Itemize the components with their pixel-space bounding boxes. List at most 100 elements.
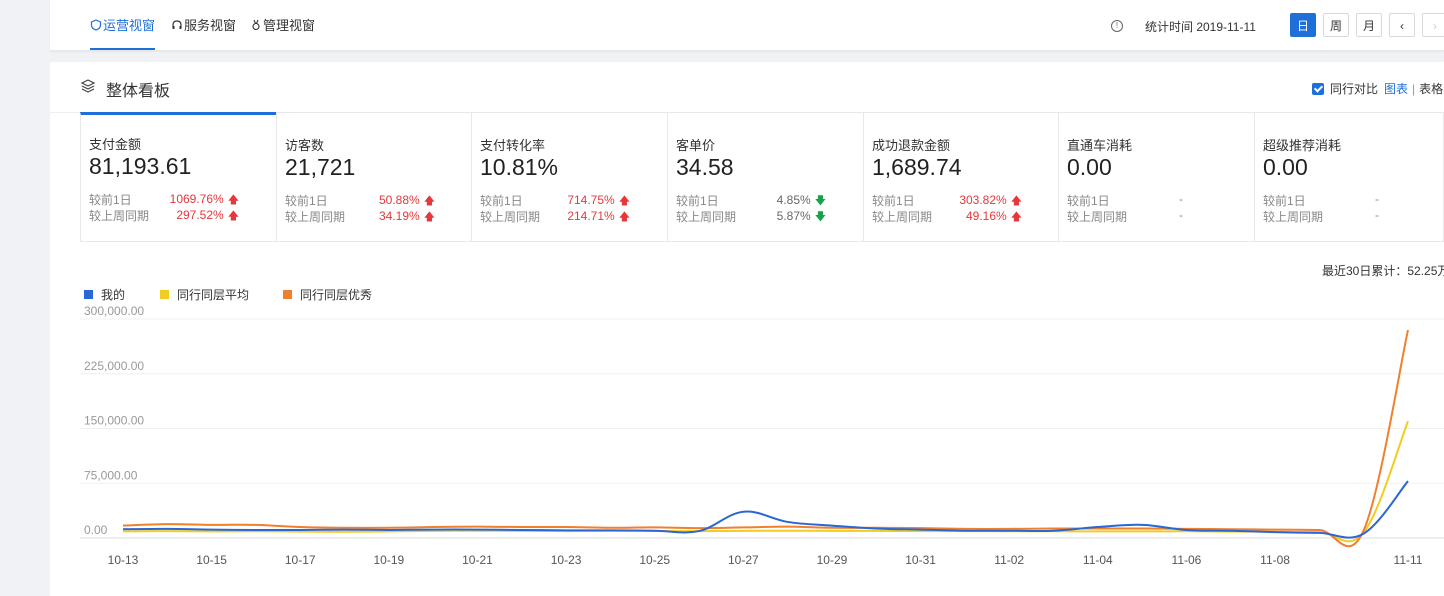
metric-card[interactable]: 支付金额 81,193.61 较前1日 1069.76% 🡅 较上周同期 297.52% 🡅 [80,112,277,242]
compare-label: 较前1日 [676,194,719,208]
tab-management[interactable]: 管理视窗 [250,0,315,50]
cumulative-total: 最近30日累计：52.25万 [1322,264,1444,278]
stat-time: 统计时间 2019-11-11 [1145,20,1256,34]
x-tick-label: 10-31 [905,553,936,567]
period-month-button[interactable]: 月 [1356,13,1382,37]
arrow-up-icon: 🡅 [618,195,630,207]
compare-label: 较前1日 [480,194,523,208]
legend-label: 同行同层平均 [177,288,250,302]
x-tick-label: 10-19 [374,553,405,567]
metric-card[interactable]: 直通车消耗 0.00 较前1日 - 较上周同期 - [1058,112,1255,242]
metric-value: 1,689.74 [872,154,962,180]
compare-label: 较前1日 [872,194,915,208]
tab-label: 运营视窗 [103,18,156,33]
x-tick-label: 10-15 [196,553,227,567]
next-date-button[interactable]: › [1422,13,1444,37]
x-tick-label: 10-27 [728,553,759,567]
prev-date-button[interactable]: ‹ [1389,13,1415,37]
x-tick-label: 11-06 [1172,553,1202,567]
x-tick-label: 11-08 [1260,553,1290,567]
compare-percent: 714.75% 🡅 [567,192,630,211]
series-line-0[interactable] [122,480,1409,539]
compare-value: 49.16% [965,209,1007,223]
compare-percent: 49.16% 🡅 [966,208,1022,227]
arrow-up-icon: 🡅 [423,195,435,207]
compare-label: 较上周同期 [285,210,346,224]
compare-value: 303.82% [959,193,1007,207]
compare-value: 214.71% [567,209,615,223]
headset-icon [172,20,182,29]
peer-compare-checkbox[interactable] [1312,83,1324,95]
compare-percent: 297.52% 🡅 [176,207,239,226]
view-chart-link[interactable]: 图表 [1384,82,1409,96]
metric-compare-row: 较上周同期 34.19% 🡅 [285,208,435,225]
compare-percent: 34.19% 🡅 [379,208,435,227]
metric-card[interactable]: 访客数 21,721 较前1日 50.88% 🡅 较上周同期 34.19% 🡅 [276,112,473,242]
metric-compare-row: 较前1日 1069.76% 🡅 [89,191,239,208]
arrow-up-icon: 🡅 [1010,211,1022,223]
metric-card[interactable]: 成功退款金额 1,689.74 较前1日 303.82% 🡅 较上周同期 49.16% 🡅 [863,112,1060,242]
metric-card[interactable]: 客单价 34.58 较前1日 4.85% 🡇 较上周同期 5.87% 🡇 [667,112,864,242]
tab-operations[interactable]: 运营视窗 [90,0,156,50]
compare-label: 较上周同期 [480,210,541,224]
metric-compare-row: 较前1日 303.82% 🡅 [872,192,1022,209]
period-week-button[interactable]: 周 [1323,13,1349,37]
view-table-link[interactable]: 表格 [1419,82,1444,96]
view-separator: | [1412,82,1416,96]
compare-value: 297.52% [176,208,224,222]
compare-value: 50.88% [378,193,420,207]
period-day-button[interactable]: 日 [1290,13,1316,37]
compare-percent: 50.88% 🡅 [379,192,435,211]
y-tick-label: 0.00 [84,523,108,537]
legend-item-peer-excellent[interactable]: 同行同层优秀 [283,286,372,303]
compare-label: 较上周同期 [1067,210,1128,224]
metric-title: 客单价 [676,138,716,153]
metric-card[interactable]: 超级推荐消耗 0.00 较前1日 - 较上周同期 - [1254,112,1444,242]
legend-swatch [84,290,93,299]
series-line-2[interactable] [122,329,1409,548]
compare-percent: 303.82% 🡅 [959,192,1022,211]
metric-card[interactable]: 支付转化率 10.81% 较前1日 714.75% 🡅 较上周同期 214.71% 🡅 [471,112,668,242]
metric-value: 10.81% [480,154,559,180]
metric-compare-row: 较上周同期 - [1067,208,1217,225]
arrow-up-icon: 🡅 [618,211,630,223]
metric-compare-row: 较上周同期 5.87% 🡇 [676,208,826,225]
info-icon[interactable]: ! [1111,20,1123,32]
compare-label: 较上周同期 [1263,210,1324,224]
arrow-down-icon: 🡇 [814,195,826,207]
metric-value: 0.00 [1067,154,1112,180]
x-tick-label: 10-25 [639,553,670,567]
compare-value: - [1179,192,1183,206]
compare-value: - [1375,208,1379,222]
compare-percent: - [1179,192,1183,206]
compare-label: 较前1日 [1263,194,1306,208]
overall-dashboard-panel: 整体看板 同行对比 图表 | 表格 支付金额 81,193.61 较前1日 1069.76%… [50,62,1444,596]
tab-service[interactable]: 服务视窗 [171,0,236,50]
legend-label: 同行同层优秀 [300,288,373,302]
legend-item-peer-average[interactable]: 同行同层平均 [160,286,249,303]
metric-value: 21,721 [285,154,356,180]
metric-compare-row: 较上周同期 214.71% 🡅 [480,208,630,225]
x-tick-label: 10-17 [285,553,316,567]
compare-value: 5.87% [776,209,811,223]
metric-compare-row: 较上周同期 297.52% 🡅 [89,207,239,224]
compare-percent: 214.71% 🡅 [567,208,630,227]
compare-value: - [1375,192,1379,206]
compare-percent: 5.87% 🡇 [777,208,826,227]
arrow-up-icon: 🡅 [227,194,239,206]
x-tick-label: 11-11 [1394,553,1423,567]
compare-value: 34.19% [378,209,420,223]
top-nav-bar: 运营视窗 服务视窗 管理视窗 ! 统计时间 2019-11-11 日 周 月 ‹… [50,0,1444,51]
compare-percent: 4.85% 🡇 [777,192,826,211]
metric-title: 支付金额 [89,137,142,152]
shield-icon [90,19,102,31]
x-tick-label: 11-02 [994,553,1024,567]
metric-value: 0.00 [1263,154,1308,180]
metric-title: 成功退款金额 [872,138,951,153]
legend-item-mine[interactable]: 我的 [84,286,125,303]
series-line-1[interactable] [122,420,1409,543]
compare-value: 4.85% [776,193,811,207]
metric-value: 34.58 [676,154,734,180]
legend-label: 我的 [101,288,126,302]
